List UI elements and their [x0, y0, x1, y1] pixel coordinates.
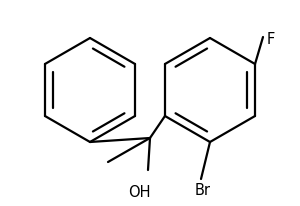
- Text: F: F: [267, 32, 275, 47]
- Text: Br: Br: [195, 183, 211, 198]
- Text: OH: OH: [128, 185, 151, 200]
